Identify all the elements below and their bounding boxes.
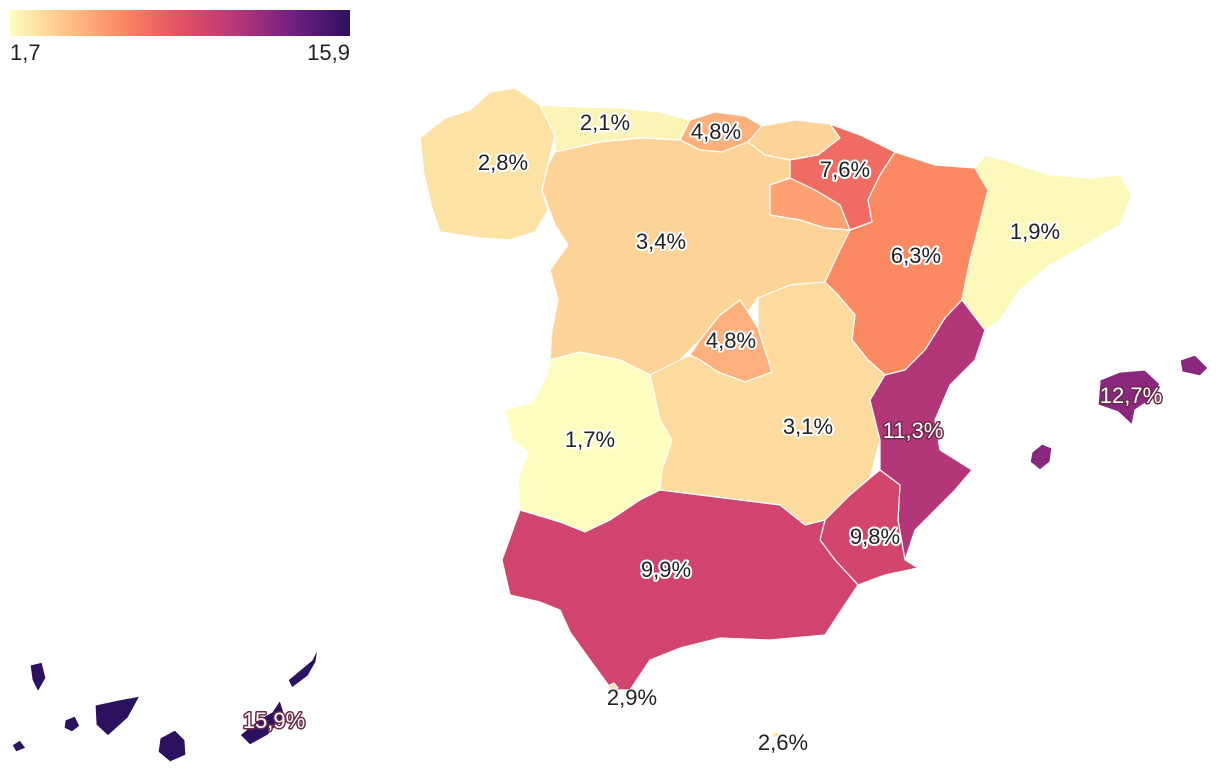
region-canarias[interactable] [11,647,319,763]
region-ceuta[interactable] [607,682,619,691]
value-label-baleares: 12,7% [1100,383,1162,408]
region-cataluna[interactable] [961,154,1133,331]
value-label-castilla-y-leon: 3,4% [636,229,686,254]
value-label-melilla: 2,6% [758,730,808,755]
value-label-murcia: 9,8% [850,524,900,549]
value-label-cantabria: 4,8% [691,119,741,144]
value-label-madrid: 4,8% [706,328,756,353]
value-label-aragon: 6,3% [891,243,941,268]
region-melilla[interactable] [771,730,781,739]
value-label-navarra: 7,6% [820,157,870,182]
value-label-ceuta: 2,9% [607,685,657,710]
value-label-canarias: 15,9% [243,708,305,733]
region-baleares[interactable] [1029,354,1209,471]
legend-color-bar [10,10,350,36]
legend-max-label: 15,9 [307,40,350,65]
value-label-andalucia: 9,9% [641,557,691,582]
value-label-castilla-la-mancha: 3,1% [783,414,833,439]
value-label-comunidad-valenciana: 11,3% [883,418,944,443]
color-legend: 1,7 15,9 [10,10,350,65]
value-label-extremadura: 1,7% [565,427,615,452]
value-label-asturias: 2,1% [580,110,630,135]
region-andalucia[interactable] [501,489,859,691]
value-label-cataluna: 1,9% [1010,219,1060,244]
legend-min-label: 1,7 [10,40,41,65]
value-label-galicia: 2,8% [478,150,528,175]
